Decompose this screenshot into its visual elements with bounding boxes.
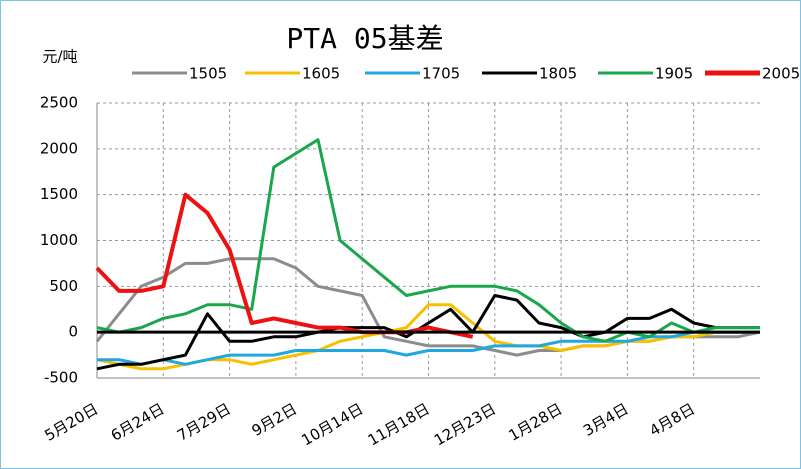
legend-label: 1505 [189, 65, 227, 83]
y-tick-label: 500 [49, 277, 78, 295]
series-line [96, 138, 760, 343]
chart-title: PTA 05基差 [286, 22, 443, 55]
legend-label: 2005 [762, 65, 800, 83]
legend-label: 1605 [302, 65, 340, 83]
y-tick-label: -500 [44, 369, 78, 387]
y-tick-label: 1000 [40, 231, 78, 249]
y-tick-label: 2000 [40, 139, 78, 157]
y-axis-label: 元/吨 [42, 48, 77, 66]
legend-label: 1905 [655, 65, 693, 83]
y-tick-label: 0 [68, 323, 78, 341]
legend-label: 1805 [539, 65, 577, 83]
series-line [96, 294, 760, 371]
legend-label: 1705 [422, 65, 460, 83]
y-tick-label: 2500 [40, 94, 78, 112]
y-tick-label: 1500 [40, 185, 78, 203]
